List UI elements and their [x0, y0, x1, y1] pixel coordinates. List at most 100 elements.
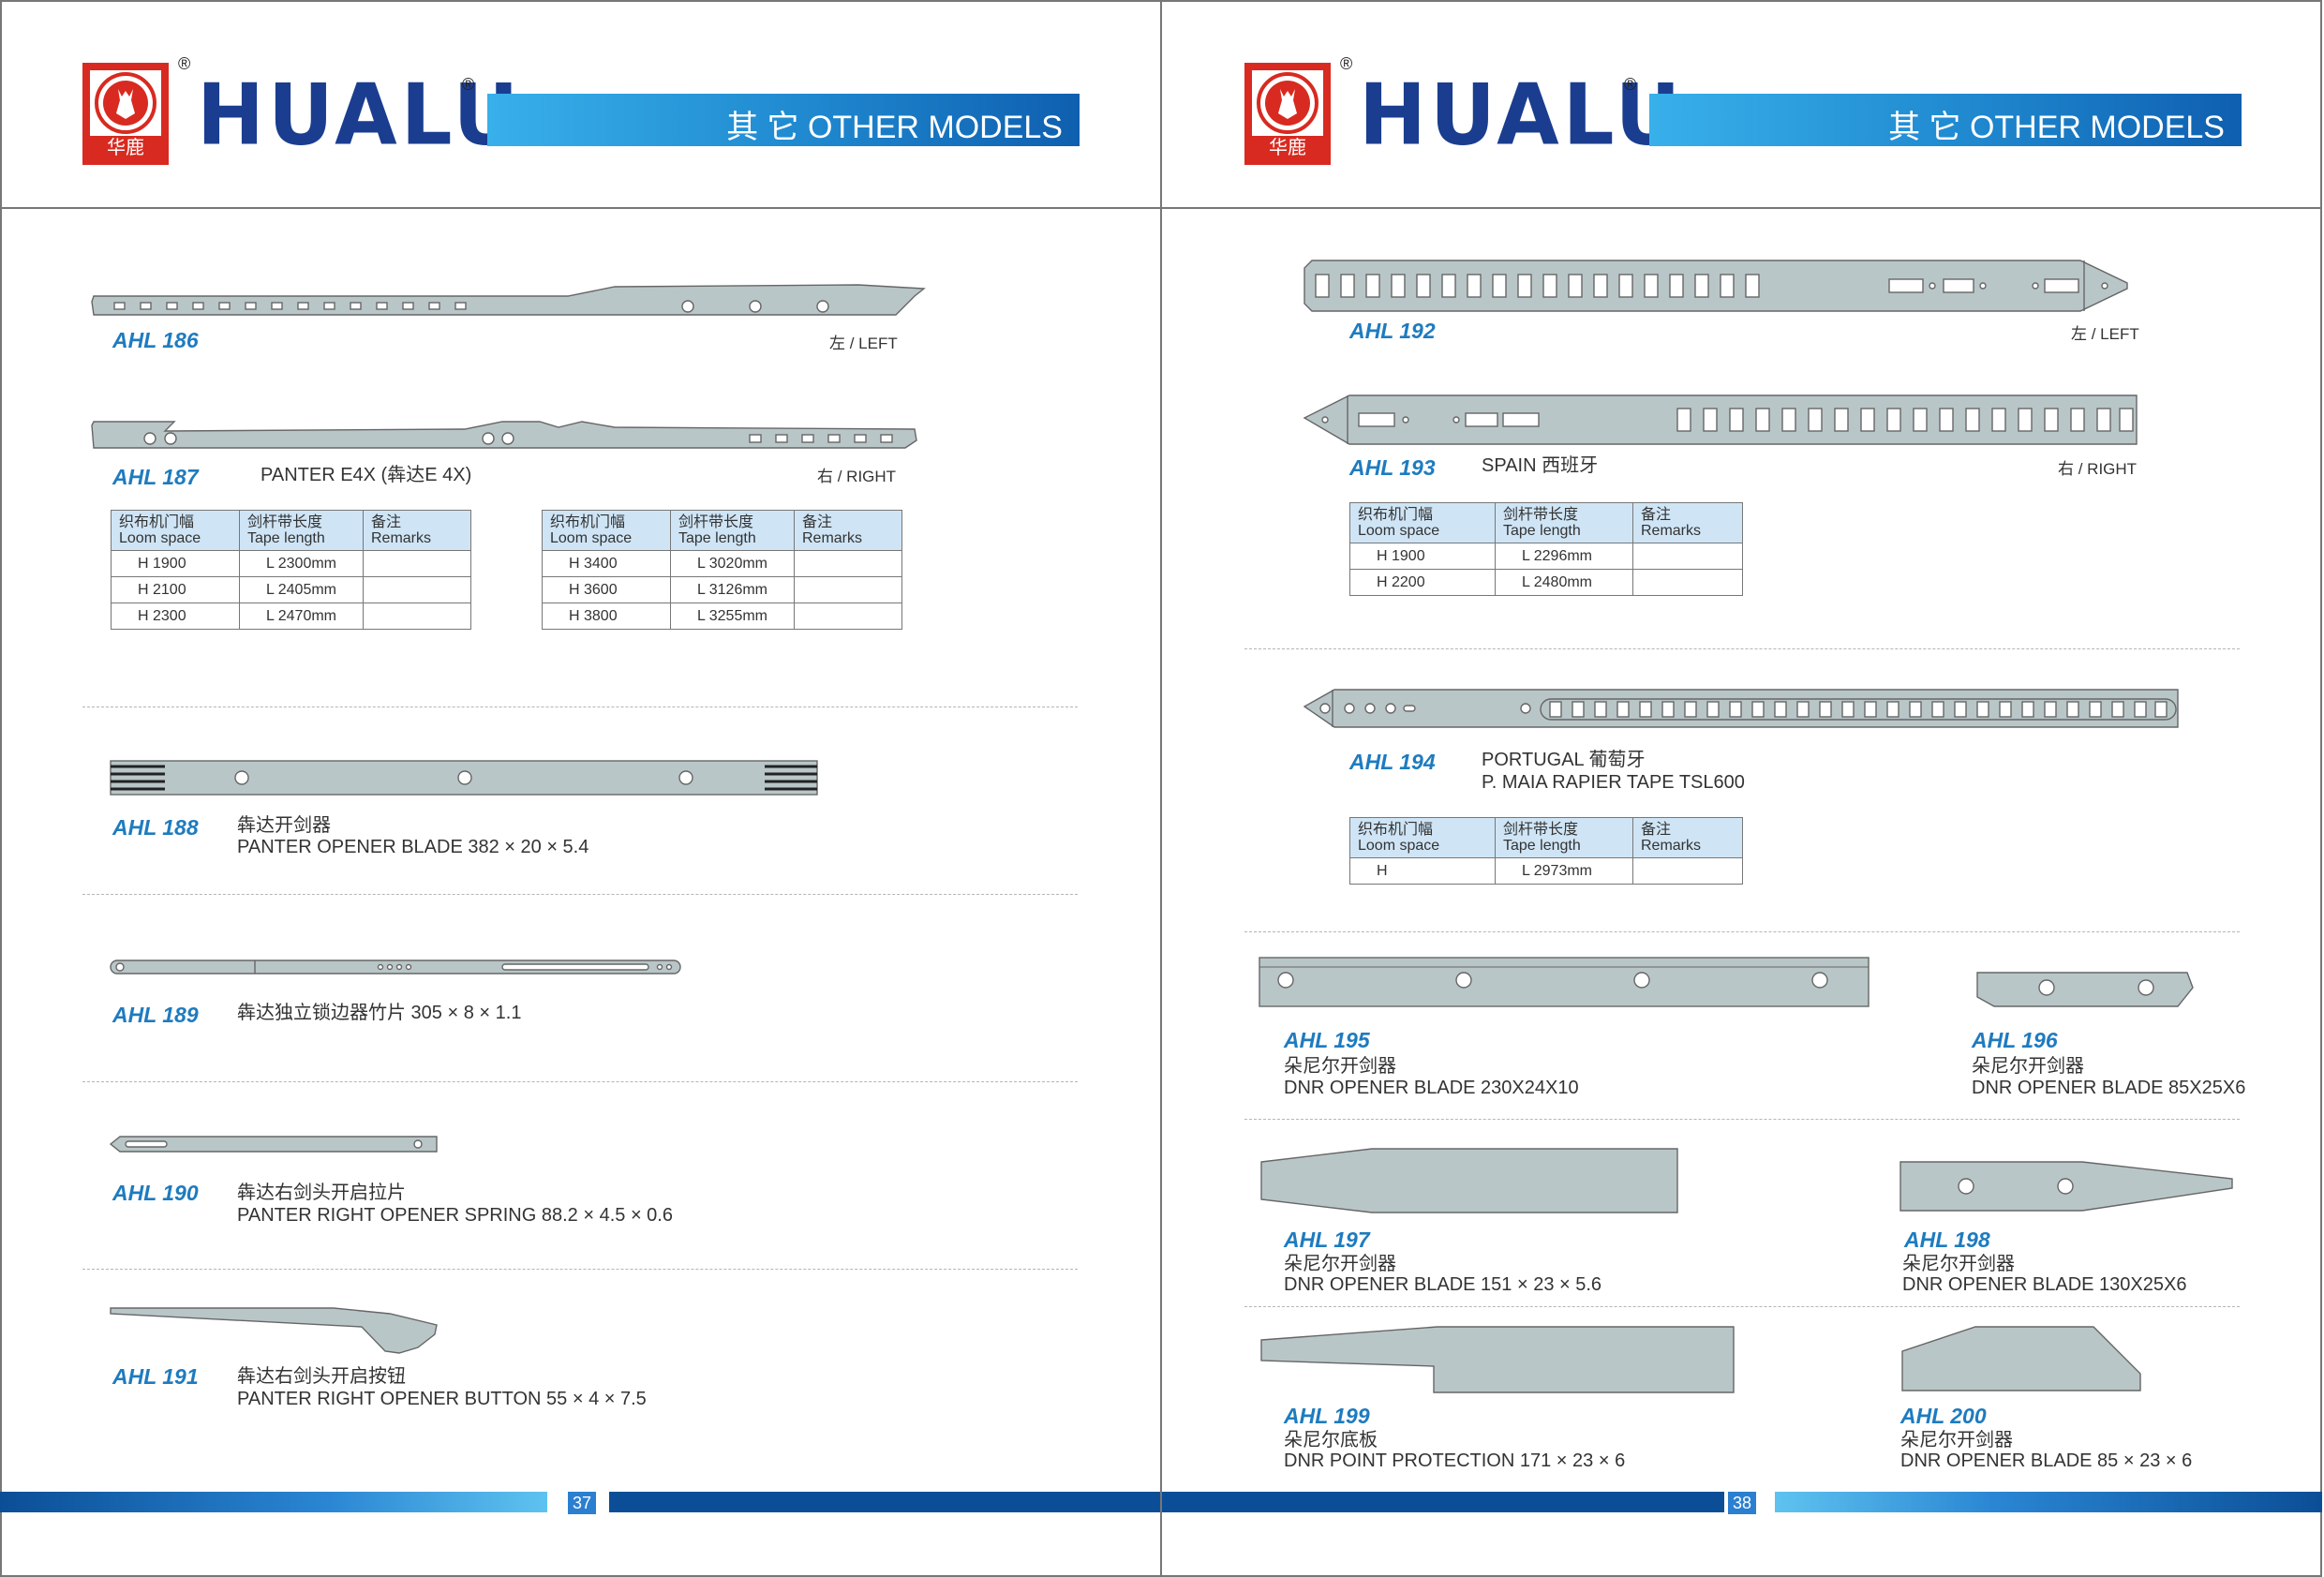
section-banner: 其 它 OTHER MODELS [487, 94, 1080, 146]
column-header: Loom space [1358, 523, 1440, 539]
table-cell: L 2296mm [1495, 543, 1633, 570]
column-header: Remarks [802, 530, 863, 546]
table-cell [363, 576, 471, 603]
column-header: Tape length [678, 530, 756, 546]
model-description: 犇达独立锁边器竹片 305 × 8 × 1.1 [237, 1003, 522, 1023]
section-divider [82, 1081, 1078, 1082]
ahl193-part-drawing [1303, 394, 2138, 445]
side-label: 右 / RIGHT [2058, 460, 2138, 478]
model-description: PANTER RIGHT OPENER SPRING 88.2 × 4.5 × … [237, 1205, 673, 1226]
column-header: 备注 [802, 514, 833, 530]
logo-chinese-text: 华鹿 [107, 138, 144, 158]
section-divider [82, 1269, 1078, 1270]
slot-row [113, 302, 467, 310]
brand-name: HUALU [1359, 66, 1685, 165]
model-description: DNR OPENER BLADE 230X24X10 [1284, 1078, 1579, 1098]
table-row: H 2300 L 2470mm [111, 603, 471, 630]
frame-line [2320, 0, 2322, 1577]
footer-bar [1775, 1492, 2322, 1512]
column-header: 剑杆带长度 [1503, 507, 1579, 523]
model-name-cn: 朵尼尔底板 [1284, 1430, 1378, 1451]
model-description: PORTUGAL 葡萄牙 [1482, 750, 1646, 770]
footer-bar [0, 1492, 547, 1512]
model-number: AHL 190 [112, 1181, 199, 1205]
table-cell: H 1900 [111, 550, 240, 577]
deer-emblem-icon [90, 70, 161, 136]
ahl190-part-drawing [109, 1136, 438, 1153]
ahl200-part-drawing [1901, 1326, 2141, 1391]
model-number: AHL 200 [1900, 1404, 1987, 1428]
table-cell: H 3800 [542, 603, 671, 630]
side-label: 右 / RIGHT [817, 468, 897, 485]
frame-line [1162, 0, 2322, 2]
model-name-cn: 朵尼尔开剑器 [1900, 1430, 2013, 1451]
section-divider [1244, 1119, 2240, 1120]
frame-line [0, 0, 2, 1577]
model-description: DNR OPENER BLADE 130X25X6 [1902, 1274, 2187, 1295]
logo-chinese-text: 华鹿 [1269, 138, 1306, 158]
table-header-row: 织布机门幅 Loom space 剑杆带长度 Tape length 备注 Remar… [111, 510, 471, 551]
column-header: 织布机门幅 [1358, 507, 1434, 523]
column-header: 织布机门幅 [1358, 822, 1434, 838]
table-cell: H 2300 [111, 603, 240, 630]
table-cell [1632, 857, 1743, 885]
model-number: AHL 194 [1349, 750, 1436, 774]
model-number: AHL 189 [112, 1003, 199, 1027]
column-header: 剑杆带长度 [678, 514, 754, 530]
model-name-cn: 犇达右剑头开启拉片 [237, 1183, 406, 1203]
model-number: AHL 193 [1349, 455, 1436, 480]
slot-row [1315, 274, 1760, 298]
table-cell: H 3400 [542, 550, 671, 577]
column-header: Loom space [550, 530, 633, 546]
ahl197-part-drawing [1260, 1148, 1678, 1213]
side-label: 左 / LEFT [2071, 325, 2139, 343]
section-divider [1244, 931, 2240, 932]
model-description: DNR OPENER BLADE 85X25X6 [1972, 1078, 2246, 1098]
catalog-page-right: 华鹿 ® HUALU ® 其 它 OTHER MODELS AHL 192 左 … [1162, 0, 2322, 1577]
table-cell: H 2100 [111, 576, 240, 603]
model-number: AHL 191 [112, 1364, 199, 1389]
table-row: H 3400 L 3020mm [542, 550, 902, 577]
table-cell [794, 576, 902, 603]
table-cell: H [1349, 857, 1496, 885]
page-number: 38 [1728, 1492, 1756, 1514]
table-row: H 1900 L 2300mm [111, 550, 471, 577]
column-header: 剑杆带长度 [1503, 822, 1579, 838]
table-cell: H 2200 [1349, 569, 1496, 596]
column-header: Remarks [371, 530, 432, 546]
deer-logo: 华鹿 [1244, 63, 1331, 165]
model-description: P. MAIA RAPIER TAPE TSL600 [1482, 772, 1745, 793]
table-header-row: 织布机门幅 Loom space 剑杆带长度 Tape length 备注 Remar… [1349, 817, 1743, 858]
model-description: DNR OPENER BLADE 151 × 23 × 5.6 [1284, 1274, 1602, 1295]
model-number: AHL 198 [1904, 1227, 1990, 1252]
footer-bar [1162, 1492, 1724, 1512]
model-number: AHL 197 [1284, 1227, 1370, 1252]
model-number: AHL 188 [112, 815, 199, 840]
header-divider [1162, 207, 2322, 209]
footer-bar [609, 1492, 1160, 1512]
table-cell [794, 603, 902, 630]
column-header: Remarks [1641, 523, 1702, 539]
ahl188-part-drawing [110, 760, 818, 796]
table-cell: L 3255mm [670, 603, 795, 630]
section-divider [1244, 1306, 2240, 1307]
table-cell: L 3020mm [670, 550, 795, 577]
section-divider [1244, 648, 2240, 649]
ahl191-part-drawing [110, 1307, 438, 1354]
table-row: H 2200 L 2480mm [1349, 569, 1743, 596]
model-name-cn: 朵尼尔开剑器 [1284, 1056, 1396, 1077]
column-header: Tape length [1503, 523, 1581, 539]
model-description: PANTER E4X (犇达E 4X) [261, 465, 472, 485]
model-number: AHL 186 [112, 328, 199, 352]
table-cell [363, 550, 471, 577]
model-name-cn: 犇达右剑头开启按钮 [237, 1366, 406, 1387]
model-name-cn: 朵尼尔开剑器 [1972, 1056, 2084, 1077]
table-cell [1632, 543, 1743, 570]
section-banner: 其 它 OTHER MODELS [1649, 94, 2242, 146]
model-number: AHL 187 [112, 465, 199, 489]
table-cell: L 2405mm [239, 576, 364, 603]
side-label: 左 / LEFT [829, 335, 898, 352]
page-number: 37 [568, 1492, 596, 1514]
registered-mark: ® [462, 75, 475, 94]
header-divider [0, 207, 1160, 209]
